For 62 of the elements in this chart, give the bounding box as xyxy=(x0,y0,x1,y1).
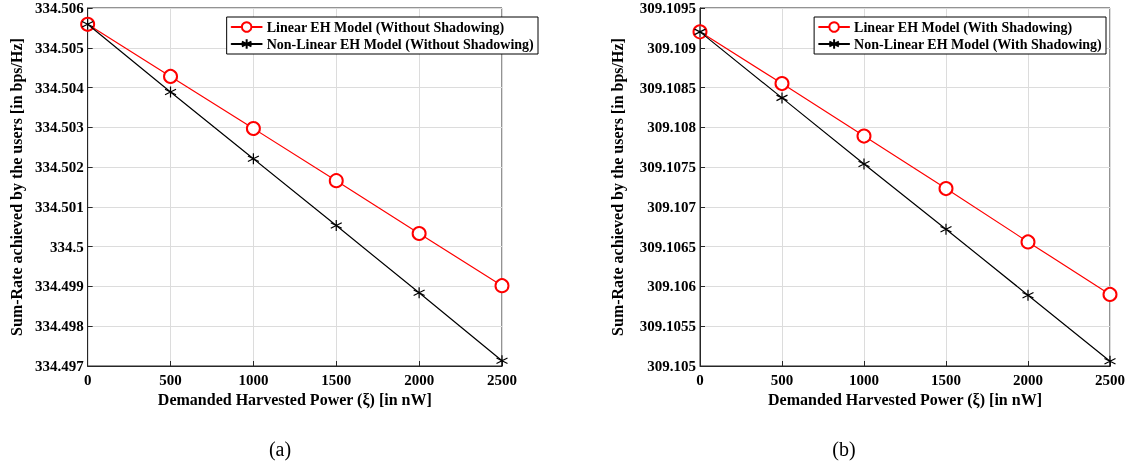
text: (b) xyxy=(832,438,856,461)
x-tick-label: 0 xyxy=(83,371,92,388)
y-tick-label: 309.107 xyxy=(647,198,697,215)
x-tick-label: 2500 xyxy=(1095,371,1125,388)
y-tick-label: 309.1085 xyxy=(639,79,696,96)
x-tick-label: 2000 xyxy=(404,371,435,388)
x-axis-title: Demanded Harvested Power (ξ) [in nW] xyxy=(768,391,1042,410)
y-tick-label: 334.5 xyxy=(49,238,84,255)
point xyxy=(1103,355,1117,368)
x-tick-label: 1000 xyxy=(849,371,879,388)
y-tick-label: 334.503 xyxy=(34,119,84,136)
y-tick-label: 309.1065 xyxy=(639,238,696,255)
y-tick-label: 309.106 xyxy=(647,278,697,295)
legend-label: Linear EH Model (With Shadowing) xyxy=(854,19,1073,36)
y-tick-label: 334.506 xyxy=(34,0,85,16)
y-tick-label: 334.499 xyxy=(34,278,84,295)
x-tick-label: 1500 xyxy=(321,371,352,388)
legend-label: Non-Linear EH Model (Without Shadowing) xyxy=(266,36,535,53)
point xyxy=(857,157,871,171)
y-tick-label: 334.504 xyxy=(34,79,85,96)
point xyxy=(164,85,177,99)
y-tick-label: 334.505 xyxy=(34,39,84,56)
point xyxy=(495,354,509,367)
y-tick-label: 309.108 xyxy=(647,119,696,136)
point xyxy=(775,91,789,104)
point xyxy=(1102,286,1118,302)
y-tick-label: 309.109 xyxy=(647,39,696,56)
point xyxy=(939,223,953,236)
point xyxy=(328,173,344,189)
y-tick-label: 334.497 xyxy=(34,358,85,374)
x-tick-label: 1500 xyxy=(931,371,961,388)
x-axis-title: Demanded Harvested Power (ξ) [in nW] xyxy=(157,391,432,410)
point xyxy=(413,286,426,299)
y-tick-label: 309.1055 xyxy=(639,318,696,335)
point xyxy=(856,128,872,144)
point xyxy=(245,121,261,137)
x-tick-label: 1000 xyxy=(238,371,269,388)
point xyxy=(411,226,427,242)
x-tick-label: 500 xyxy=(770,371,794,388)
point xyxy=(938,181,954,197)
y-axis-title: Sum-Rate achieved by the users [in bps/Hz] xyxy=(7,38,26,336)
y-axis-title: Sum-Rate achieved by the users [in bps/Hz] xyxy=(608,38,627,336)
x-tick-label: 500 xyxy=(159,371,182,388)
point xyxy=(494,278,510,294)
legend-label: Non-Linear EH Model (With Shadowing) xyxy=(854,36,1103,53)
point xyxy=(1020,234,1036,250)
y-tick-label: 309.105 xyxy=(647,358,696,374)
y-tick-label: 334.502 xyxy=(34,159,84,176)
x-tick-label: 2500 xyxy=(487,371,517,388)
text: (a) xyxy=(268,438,292,461)
point xyxy=(163,68,179,84)
y-tick-label: 309.1095 xyxy=(639,0,696,16)
y-tick-label: 334.501 xyxy=(34,198,84,215)
legend-label: Linear EH Model (Without Shadowing) xyxy=(266,19,505,36)
point xyxy=(1021,289,1035,302)
point xyxy=(247,152,260,165)
y-tick-label: 309.1075 xyxy=(639,159,696,176)
point xyxy=(774,76,790,92)
point xyxy=(330,219,343,232)
x-tick-label: 0 xyxy=(696,371,704,388)
x-tick-label: 2000 xyxy=(1013,371,1043,388)
y-tick-label: 334.498 xyxy=(34,318,84,335)
